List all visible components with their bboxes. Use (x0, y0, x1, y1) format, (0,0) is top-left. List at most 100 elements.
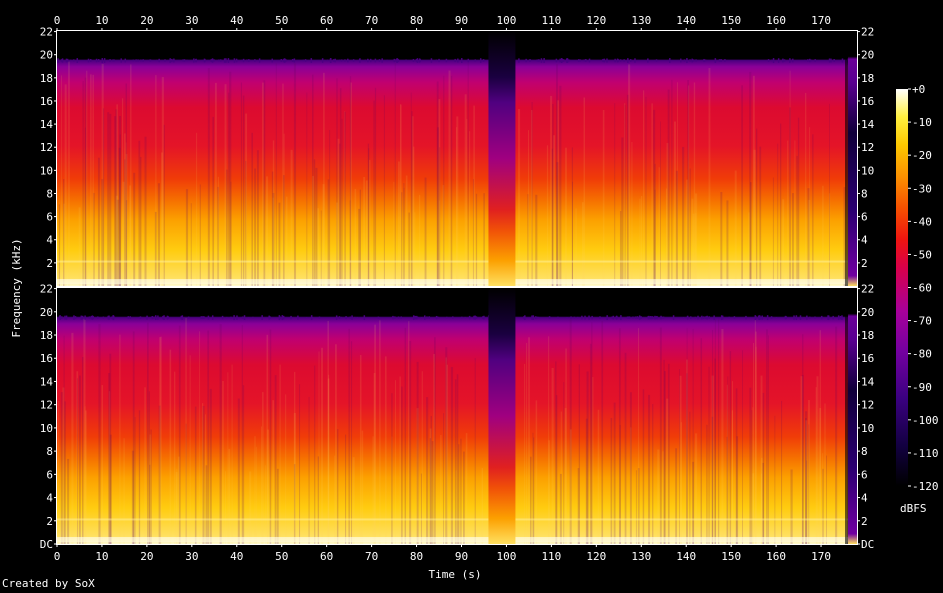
cutoff-edge (629, 59, 632, 62)
texture-streak (805, 418, 807, 544)
texture-streak (93, 192, 95, 286)
texture-streak (535, 194, 538, 286)
texture-streak (531, 101, 533, 286)
texture-streak (394, 380, 396, 544)
texture-streak (367, 143, 370, 286)
texture-streak (373, 373, 376, 544)
cutoff-edge (193, 58, 195, 63)
texture-streak (60, 392, 63, 544)
x-tick-label-top: 140 (676, 14, 696, 27)
texture-streak (659, 327, 662, 544)
texture-streak (327, 378, 330, 544)
y-axis-label: Frequency (kHz) (10, 238, 23, 337)
cutoff-edge (183, 59, 186, 62)
texture-streak (125, 200, 128, 286)
texture-streak (456, 374, 459, 544)
texture-streak (787, 140, 789, 286)
texture-streak (581, 202, 584, 286)
texture-streak (361, 430, 364, 544)
cutoff-edge (591, 315, 593, 320)
cutoff-edge (226, 316, 228, 319)
texture-streak (692, 461, 695, 544)
cutoff-edge (64, 315, 66, 320)
cutoff-edge (369, 58, 372, 63)
cutoff-edge (461, 58, 463, 63)
texture-streak (157, 183, 161, 286)
texture-streak (359, 189, 361, 286)
cutoff-edge (452, 316, 454, 319)
cutoff-edge (101, 58, 104, 63)
texture-streak (556, 162, 559, 286)
y-tick-label-right: 16 (861, 352, 874, 365)
texture-streak (119, 134, 121, 286)
x-tick-label-top: 120 (586, 14, 606, 27)
y-tick-label-left: 8 (46, 187, 53, 200)
texture-streak (586, 371, 589, 544)
cutoff-edge (583, 59, 586, 62)
cutoff-edge (686, 58, 688, 63)
texture-streak (134, 416, 136, 544)
x-tick-label-bottom: 20 (140, 550, 153, 563)
texture-streak (90, 74, 92, 286)
texture-streak (116, 199, 119, 286)
cutoff-edge (461, 316, 463, 319)
texture-streak (202, 405, 205, 544)
texture-streak (63, 203, 65, 286)
texture-streak (124, 159, 126, 286)
texture-streak (426, 397, 429, 544)
texture-streak (199, 331, 201, 544)
texture-streak (812, 134, 814, 286)
texture-streak (597, 409, 600, 544)
cutoff-edge (763, 317, 765, 319)
texture-streak (565, 348, 567, 544)
cutoff-edge (467, 58, 470, 63)
texture-streak (294, 371, 296, 544)
x-tick-label-top: 80 (410, 14, 423, 27)
texture-streak (443, 413, 445, 544)
cutoff-edge (400, 316, 402, 319)
cutoff-edge (374, 58, 377, 63)
texture-streak (563, 382, 565, 544)
texture-streak (84, 406, 86, 544)
texture-streak (175, 472, 178, 544)
texture-streak (642, 389, 645, 544)
end-fade-edge (845, 31, 849, 286)
texture-streak (63, 179, 65, 286)
y-tick-label-right: 8 (861, 187, 868, 200)
y-tick-label-left: 14 (40, 375, 54, 388)
x-tick-label-bottom: 80 (410, 550, 423, 563)
texture-streak (626, 94, 629, 287)
cutoff-edge (686, 315, 689, 320)
texture-streak (552, 135, 556, 286)
dc-band (57, 537, 857, 543)
cutoff-edge (435, 316, 438, 320)
cutoff-edge (767, 59, 770, 62)
texture-streak (689, 411, 691, 544)
cutoff-edge (766, 315, 769, 321)
cutoff-edge (435, 59, 438, 62)
cutoff-edge (61, 316, 63, 319)
texture-streak (68, 61, 70, 286)
cutoff-edge (200, 316, 203, 320)
cutoff-edge (784, 315, 787, 320)
texture-streak (140, 156, 142, 286)
texture-streak (463, 451, 465, 544)
texture-streak (160, 336, 162, 544)
cutoff-edge (421, 316, 423, 319)
cutoff-edge (689, 59, 691, 62)
cutoff-edge (84, 315, 86, 320)
x-tick-label-top: 170 (811, 14, 831, 27)
cutoff-edge (108, 315, 110, 320)
cutoff-edge (269, 316, 271, 319)
texture-streak (679, 369, 680, 544)
cutoff-edge (570, 316, 572, 319)
texture-streak (735, 388, 738, 544)
texture-streak (682, 146, 685, 286)
cutoff-edge (482, 316, 484, 319)
cutoff-edge (683, 59, 686, 62)
cutoff-edge (323, 59, 326, 62)
texture-streak (397, 161, 400, 286)
texture-streak (317, 456, 320, 544)
cutoff-edge (807, 59, 809, 62)
y-tick-label-left: 2 (46, 515, 53, 528)
